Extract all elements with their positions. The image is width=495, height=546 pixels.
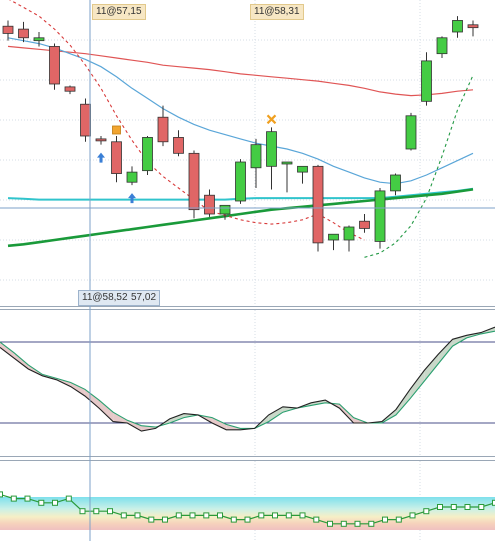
band-point — [25, 496, 30, 501]
candle-bearish — [360, 221, 370, 228]
band-point — [396, 517, 401, 522]
band-point — [328, 521, 333, 526]
band-point — [121, 513, 126, 518]
candle-bearish — [313, 166, 323, 243]
candle-bullish — [329, 234, 339, 240]
band-point — [410, 513, 415, 518]
candle-bearish — [158, 117, 168, 142]
band-point — [135, 513, 140, 518]
candle-bearish — [65, 87, 75, 91]
candle-bullish — [375, 191, 385, 242]
candle-bearish — [189, 153, 199, 209]
band-point — [53, 500, 58, 505]
candle-bullish — [282, 162, 292, 164]
candle-bearish — [205, 195, 215, 214]
candle-bullish — [298, 166, 308, 172]
band-point — [286, 513, 291, 518]
candle-bearish — [3, 26, 13, 33]
band-point — [479, 505, 484, 510]
band-point — [341, 521, 346, 526]
candle-bullish — [251, 145, 261, 168]
band-point — [218, 513, 223, 518]
band-point — [66, 496, 71, 501]
band-point — [11, 496, 16, 501]
square-marker — [113, 126, 121, 134]
band-point — [149, 517, 154, 522]
band-point — [314, 517, 319, 522]
candle-bullish — [344, 227, 354, 240]
band-point — [108, 509, 113, 514]
candle-bearish — [50, 46, 60, 84]
band-point — [163, 517, 168, 522]
band-point — [94, 509, 99, 514]
band-point — [424, 509, 429, 514]
band-point — [39, 500, 44, 505]
band-point — [300, 513, 305, 518]
band-point — [231, 517, 236, 522]
candle-bearish — [174, 137, 184, 153]
band-point — [0, 492, 3, 497]
price-pane — [0, 0, 495, 306]
crosshair-label-right: 57,02 — [128, 290, 160, 306]
candle-bullish — [143, 137, 153, 170]
band-point — [245, 517, 250, 522]
candle-bullish — [422, 61, 432, 101]
candle-bullish — [391, 175, 401, 191]
band-point — [273, 513, 278, 518]
candle-bearish — [96, 139, 106, 141]
band-point — [451, 505, 456, 510]
band-point — [176, 513, 181, 518]
band-point — [80, 509, 85, 514]
candle-bullish — [220, 205, 230, 214]
band-point — [438, 505, 443, 510]
candle-bullish — [127, 172, 137, 182]
candle-bearish — [19, 29, 29, 38]
band-point — [383, 517, 388, 522]
band-point — [204, 513, 209, 518]
band-point — [355, 521, 360, 526]
crosshair-label: 11@58,52 — [78, 290, 132, 306]
candle-bearish — [81, 104, 91, 136]
candle-bullish — [453, 20, 463, 32]
candle-bullish — [406, 116, 416, 149]
candle-bullish — [34, 38, 44, 41]
band-point — [190, 513, 195, 518]
candle-bullish — [437, 38, 447, 54]
candle-bearish — [468, 25, 478, 28]
price-label-mid: 11@58,31 — [250, 4, 304, 20]
candle-bullish — [236, 162, 246, 201]
price-label-left: 11@57,15 — [92, 4, 146, 20]
candle-bearish — [112, 142, 122, 174]
band-point — [259, 513, 264, 518]
band-point — [465, 505, 470, 510]
candle-bullish — [267, 132, 277, 167]
band-point — [369, 521, 374, 526]
